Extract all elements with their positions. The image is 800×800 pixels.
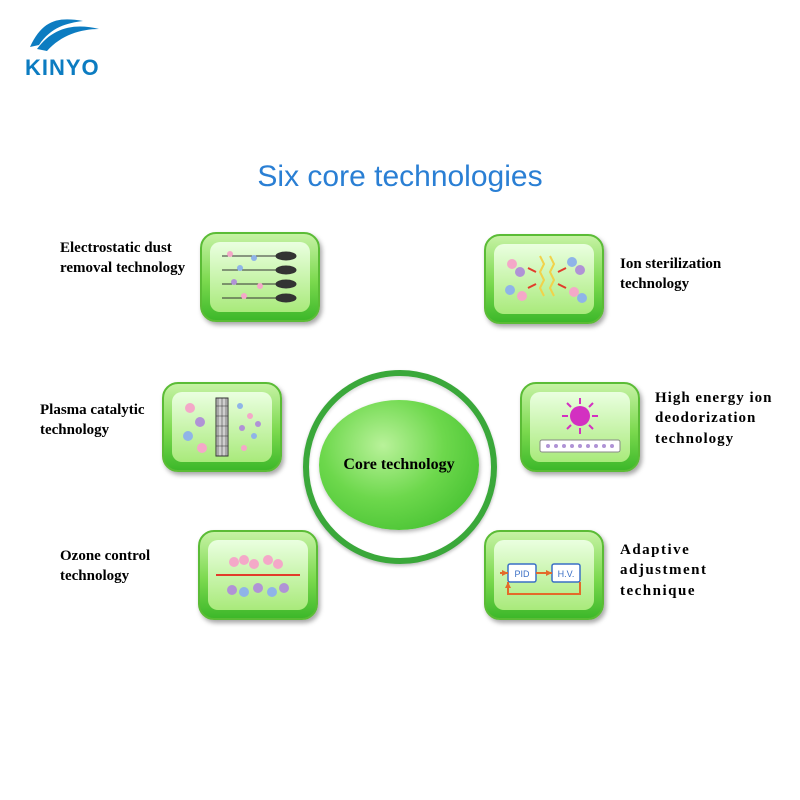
- deodorize-icon: [530, 392, 630, 462]
- brand-logo: KINYO: [25, 15, 105, 81]
- label-electrostatic: Electrostatic dust removal technology: [60, 238, 195, 279]
- tech-box-ion-sterilization: [484, 234, 604, 324]
- kinyo-mark-icon: [25, 15, 105, 55]
- ion-sterilize-icon: [494, 244, 594, 314]
- plasma-icon: [172, 392, 272, 462]
- center-core-label: Core technology: [343, 456, 454, 474]
- label-deodorization: High energy ion deodorization technology: [655, 388, 790, 449]
- diagram-title: Six core technologies: [0, 160, 800, 194]
- label-ozone: Ozone control technology: [60, 546, 190, 587]
- svg-text:PID: PID: [514, 569, 530, 579]
- ozone-icon: [208, 540, 308, 610]
- svg-text:H.V.: H.V.: [558, 569, 575, 579]
- tech-box-electrostatic: [200, 232, 320, 322]
- tech-box-deodorization: [520, 382, 640, 472]
- tech-box-adaptive: PID H.V.: [484, 530, 604, 620]
- label-ion-sterilization: Ion sterilization technology: [620, 254, 760, 295]
- center-core: Core technology: [319, 400, 479, 530]
- label-plasma: Plasma catalytic technology: [40, 400, 160, 441]
- label-adaptive: Adaptive adjustment technique: [620, 540, 755, 601]
- tech-box-ozone: [198, 530, 318, 620]
- tech-box-plasma: [162, 382, 282, 472]
- adaptive-icon: PID H.V.: [494, 540, 594, 610]
- brand-name: KINYO: [25, 55, 105, 81]
- electrostatic-icon: [210, 242, 310, 312]
